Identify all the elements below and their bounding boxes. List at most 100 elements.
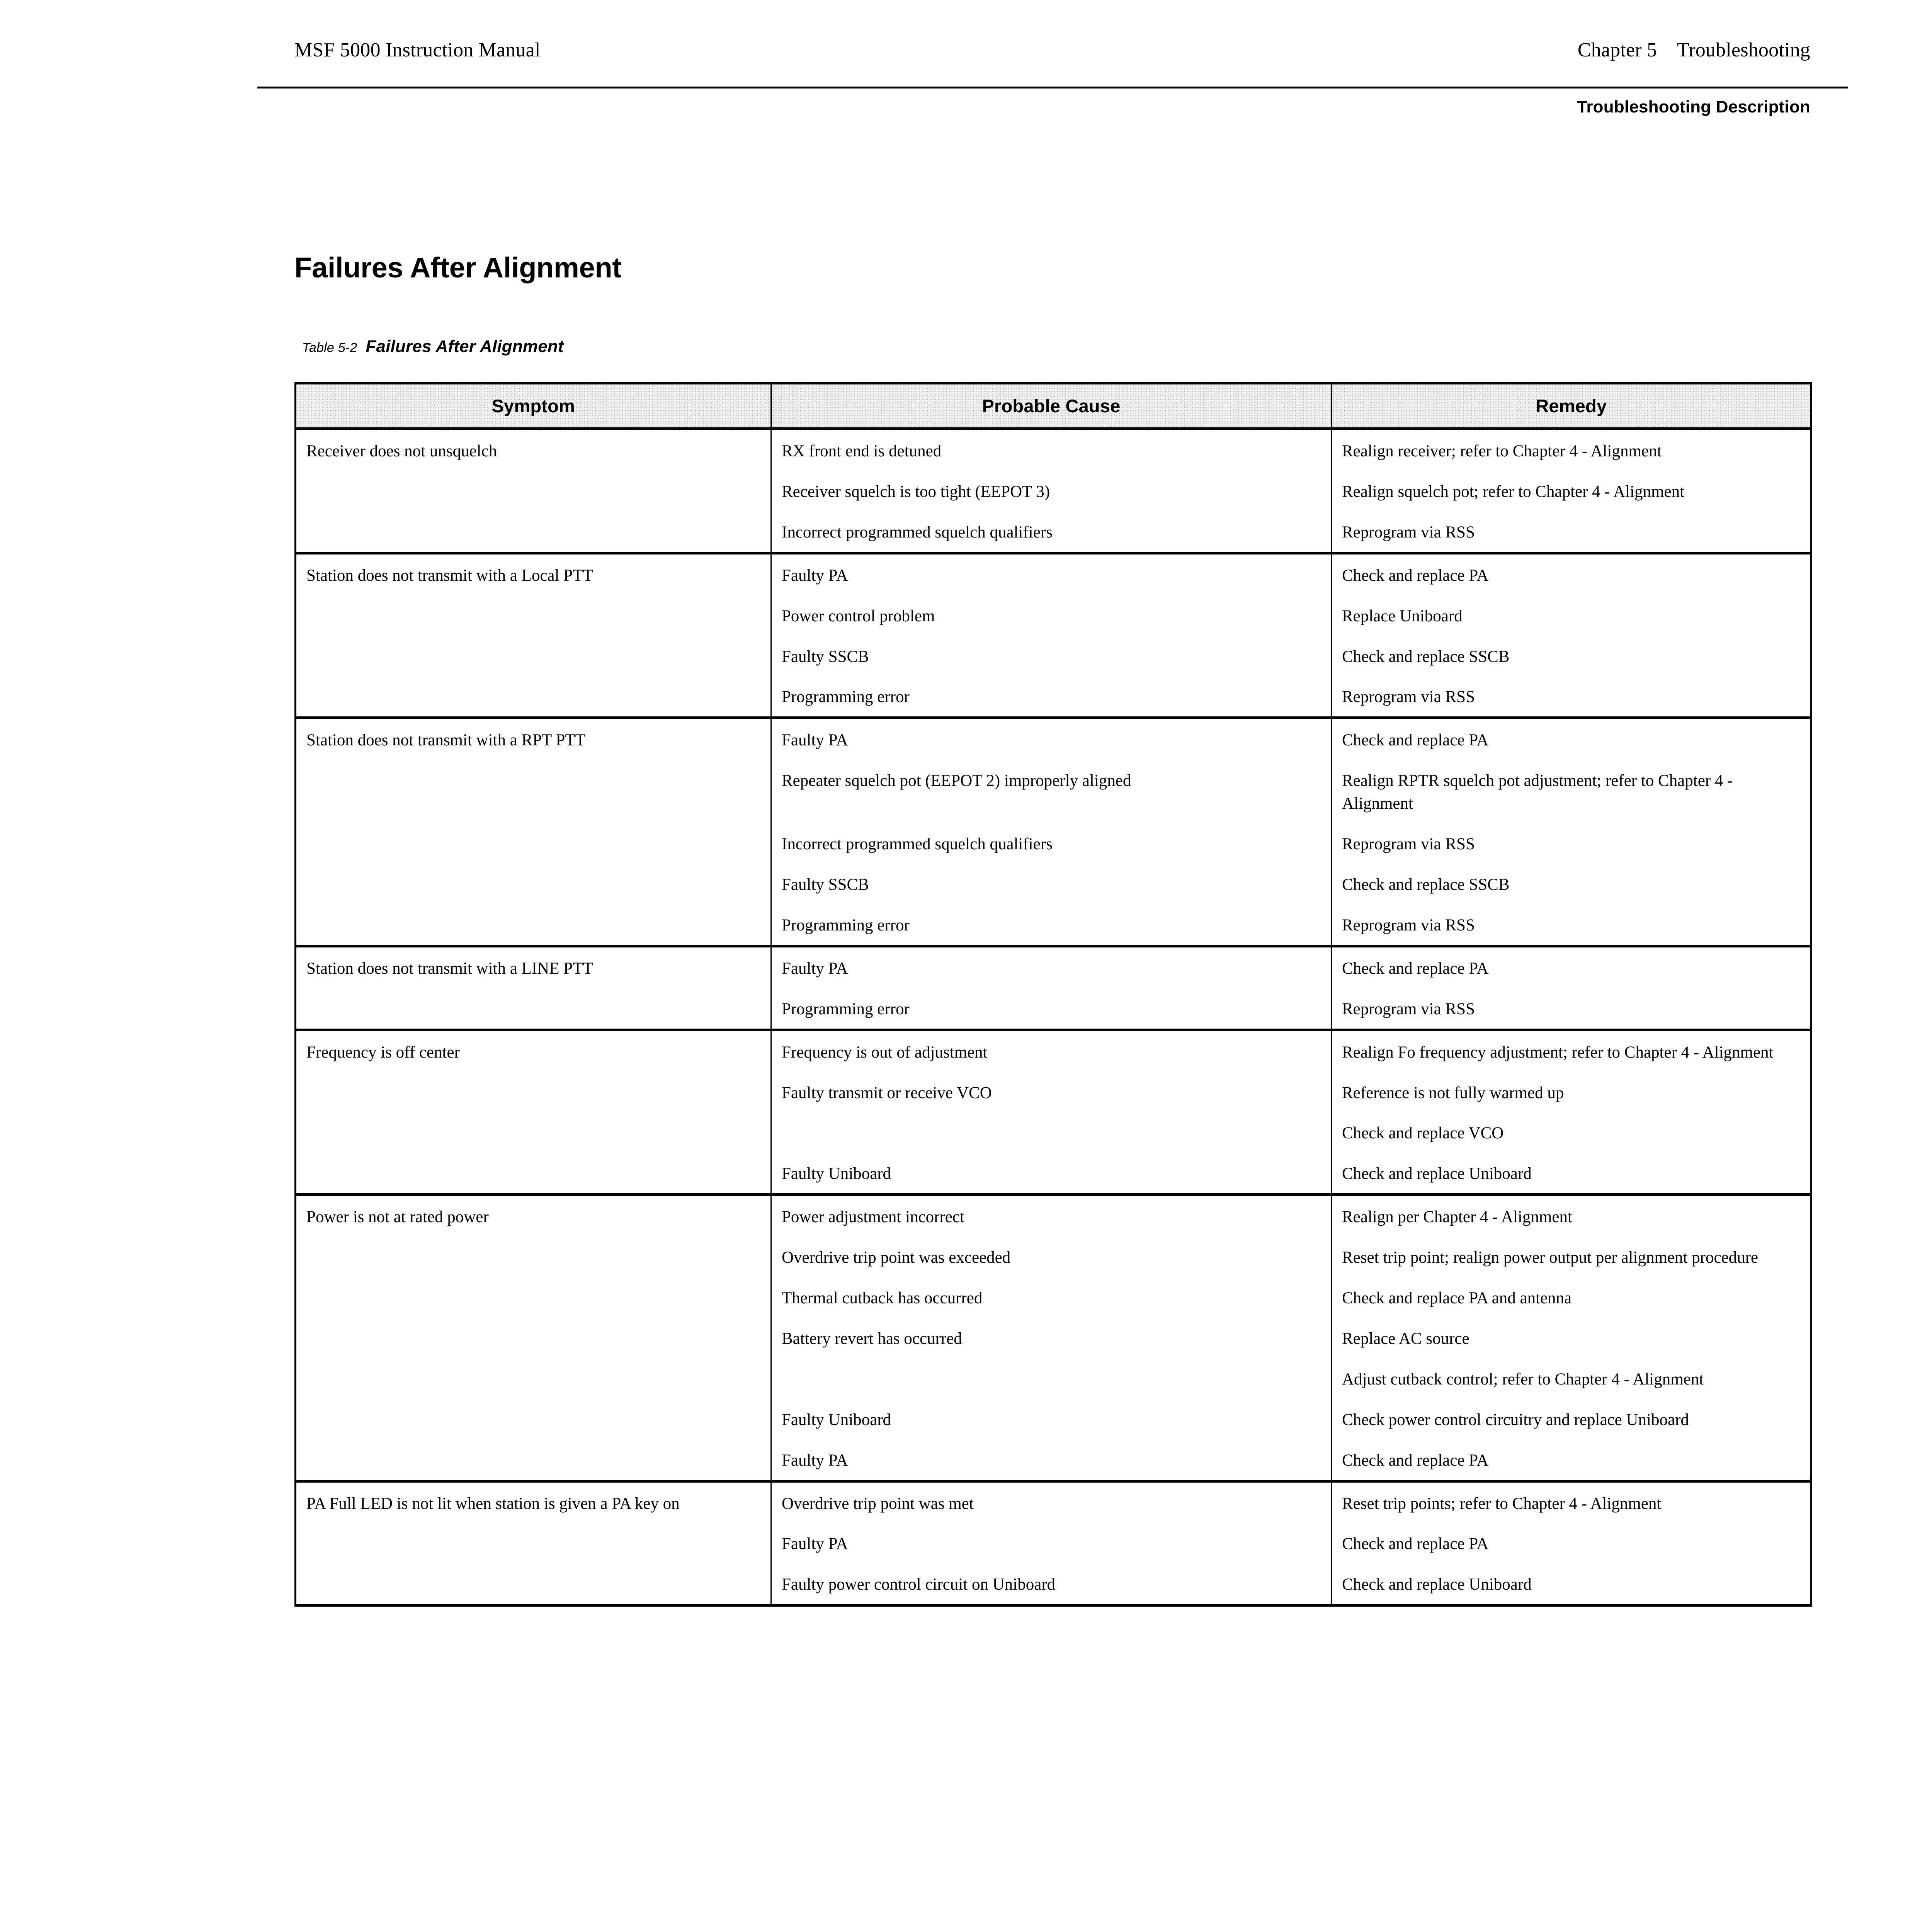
cell-probable-cause: Power adjustment incorrect — [770, 1193, 1332, 1237]
table-row: Faulty transmit or receive VCO Reference … — [294, 1071, 1812, 1153]
failures-after-alignment-table-wrapper: Symptom Probable Cause Remedy Receiver d… — [294, 382, 1812, 1607]
cell-symptom — [294, 1563, 772, 1607]
cell-remedy: Check and replace Uniboard — [1331, 1153, 1812, 1195]
cell-symptom — [294, 511, 772, 553]
cell-remedy: Check power control circuitry and replac… — [1331, 1398, 1812, 1439]
cell-symptom — [294, 1523, 772, 1564]
cell-symptom: Station does not transmit with a Local P… — [294, 551, 772, 636]
cell-remedy-stack: Replace AC source Adjust cutback control;… — [1342, 1328, 1801, 1391]
cell-remedy: Reprogram via RSS — [1331, 904, 1812, 946]
cell-probable-cause: Programming error — [770, 988, 1332, 1030]
table-row: PA Full LED is not lit when station is g… — [294, 1480, 1812, 1523]
header-manual-title: MSF 5000 Instruction Manual — [294, 39, 541, 61]
table-row: Station does not transmit with a RPT PTT… — [294, 716, 1812, 760]
cell-probable-cause: Faulty transmit or receive VCO — [770, 1071, 1332, 1153]
cell-remedy: Check and replace PA — [1331, 944, 1812, 988]
table-row: Repeater squelch pot (EEPOT 2) improperl… — [294, 760, 1812, 823]
cell-symptom — [294, 1277, 772, 1318]
cell-remedy-entry: Check and replace VCO — [1342, 1124, 1504, 1143]
cell-remedy: Check and replace PA and antenna — [1331, 1277, 1812, 1318]
cell-symptom — [294, 1236, 772, 1277]
cell-probable-cause-entry: Faulty PA — [782, 566, 848, 585]
table-row: Overdrive trip point was exceeded Reset t… — [294, 1236, 1812, 1277]
cell-remedy: Check and replace Uniboard — [1331, 1563, 1812, 1607]
table-row: Power is not at rated power Power adjustm… — [294, 1193, 1812, 1237]
table-row: Receiver does not unsquelch RX front end … — [294, 427, 1812, 471]
cell-remedy: Reprogram via RSS — [1331, 676, 1812, 718]
table-row: Faulty power control circuit on Uniboard… — [294, 1563, 1812, 1607]
cell-remedy: Realign per Chapter 4 - Alignment — [1331, 1193, 1812, 1237]
cell-symptom — [294, 1153, 772, 1195]
cell-remedy: Check and replace PA — [1331, 1439, 1812, 1481]
cell-probable-cause: Receiver squelch is too tight (EEPOT 3) — [770, 470, 1332, 511]
table-row: Incorrect programmed squelch qualifiers R… — [294, 511, 1812, 553]
cell-symptom: Station does not transmit with a LINE PT… — [294, 944, 772, 988]
table-row: Faulty Uniboard Check and replace Uniboar… — [294, 1153, 1812, 1195]
cell-remedy: Reset trip points; refer to Chapter 4 - … — [1331, 1480, 1812, 1523]
cell-remedy-stack: Check and replace PA Replace Uniboard — [1342, 565, 1801, 628]
column-header-remedy: Remedy — [1330, 382, 1812, 430]
cell-probable-cause: Faulty PA — [770, 716, 1332, 760]
cell-symptom — [294, 1317, 772, 1399]
cell-remedy: Replace AC source Adjust cutback control;… — [1331, 1317, 1812, 1399]
cell-probable-cause: Repeater squelch pot (EEPOT 2) improperl… — [770, 760, 1332, 823]
cell-symptom — [294, 1071, 772, 1153]
cell-probable-cause: Frequency is out of adjustment — [770, 1028, 1332, 1072]
cell-symptom: Frequency is off center — [294, 1028, 772, 1072]
cell-probable-cause: Faulty PA Power control problem — [770, 551, 1332, 636]
cell-probable-cause: Overdrive trip point was exceeded — [770, 1236, 1332, 1277]
cell-remedy-stack: Reference is not fully warmed up Check an… — [1342, 1082, 1801, 1145]
table-caption: Table 5-2 Failures After Alignment — [302, 337, 564, 356]
table-caption-title: Failures After Alignment — [366, 337, 564, 356]
cell-remedy: Reference is not fully warmed up Check an… — [1331, 1071, 1812, 1153]
table-row: Faulty SSCB Check and replace SSCB — [294, 635, 1812, 676]
cell-symptom — [294, 823, 772, 864]
table-row: Faulty PA Check and replace PA — [294, 1439, 1812, 1481]
running-header: MSF 5000 Instruction Manual Chapter 5 Tr… — [294, 39, 1810, 85]
cell-probable-cause: Programming error — [770, 904, 1332, 946]
table-row: Programming error Reprogram via RSS — [294, 904, 1812, 946]
cell-remedy: Reset trip point; realign power output p… — [1331, 1236, 1812, 1277]
cell-probable-cause: Faulty PA — [770, 944, 1332, 988]
table-row: Frequency is off center Frequency is out … — [294, 1028, 1812, 1072]
cell-symptom — [294, 760, 772, 823]
table-row: Thermal cutback has occurred Check and re… — [294, 1277, 1812, 1318]
column-header-probable-cause: Probable Cause — [770, 382, 1332, 430]
cell-probable-cause-entry: Power control problem — [782, 607, 935, 625]
cell-remedy: Check and replace SSCB — [1331, 635, 1812, 676]
cell-probable-cause: Battery revert has occurred — [770, 1317, 1332, 1399]
cell-remedy-entry: Check and replace PA — [1342, 566, 1489, 585]
cell-probable-cause: RX front end is detuned — [770, 427, 1332, 471]
table-header-row: Symptom Probable Cause Remedy — [294, 382, 1812, 430]
cell-symptom: Receiver does not unsquelch — [294, 427, 772, 471]
cell-symptom: PA Full LED is not lit when station is g… — [294, 1480, 772, 1523]
cell-remedy-entry: Adjust cutback control; refer to Chapter… — [1342, 1370, 1704, 1388]
cell-remedy: Check and replace PA Replace Uniboard — [1331, 551, 1812, 636]
cell-symptom — [294, 1439, 772, 1481]
cell-remedy: Check and replace SSCB — [1331, 863, 1812, 904]
cell-remedy: Reprogram via RSS — [1331, 511, 1812, 553]
cell-remedy: Realign receiver; refer to Chapter 4 - A… — [1331, 427, 1812, 471]
cell-symptom — [294, 676, 772, 718]
cell-symptom — [294, 1398, 772, 1439]
cell-probable-cause: Faulty SSCB — [770, 863, 1332, 904]
cell-remedy: Check and replace PA — [1331, 1523, 1812, 1564]
table-row: Programming error Reprogram via RSS — [294, 676, 1812, 718]
cell-symptom — [294, 988, 772, 1030]
cell-remedy-entry: Replace AC source — [1342, 1329, 1469, 1348]
table-row: Incorrect programmed squelch qualifiers R… — [294, 823, 1812, 864]
table-row: Faulty Uniboard Check power control circu… — [294, 1398, 1812, 1439]
cell-probable-cause: Incorrect programmed squelch qualifiers — [770, 511, 1332, 553]
table-row: Station does not transmit with a Local P… — [294, 551, 1812, 636]
table-row: Battery revert has occurred Replace AC so… — [294, 1317, 1812, 1399]
cell-probable-cause: Thermal cutback has occurred — [770, 1277, 1332, 1318]
cell-symptom: Station does not transmit with a RPT PTT — [294, 716, 772, 760]
cell-remedy: Check and replace PA — [1331, 716, 1812, 760]
page-title: Failures After Alignment — [294, 251, 622, 284]
table-row: Faulty SSCB Check and replace SSCB — [294, 863, 1812, 904]
table-row: Station does not transmit with a LINE PT… — [294, 944, 1812, 988]
header-subtitle: Troubleshooting Description — [1577, 97, 1810, 116]
table-row: Receiver squelch is too tight (EEPOT 3) R… — [294, 470, 1812, 511]
cell-symptom: Power is not at rated power — [294, 1193, 772, 1237]
